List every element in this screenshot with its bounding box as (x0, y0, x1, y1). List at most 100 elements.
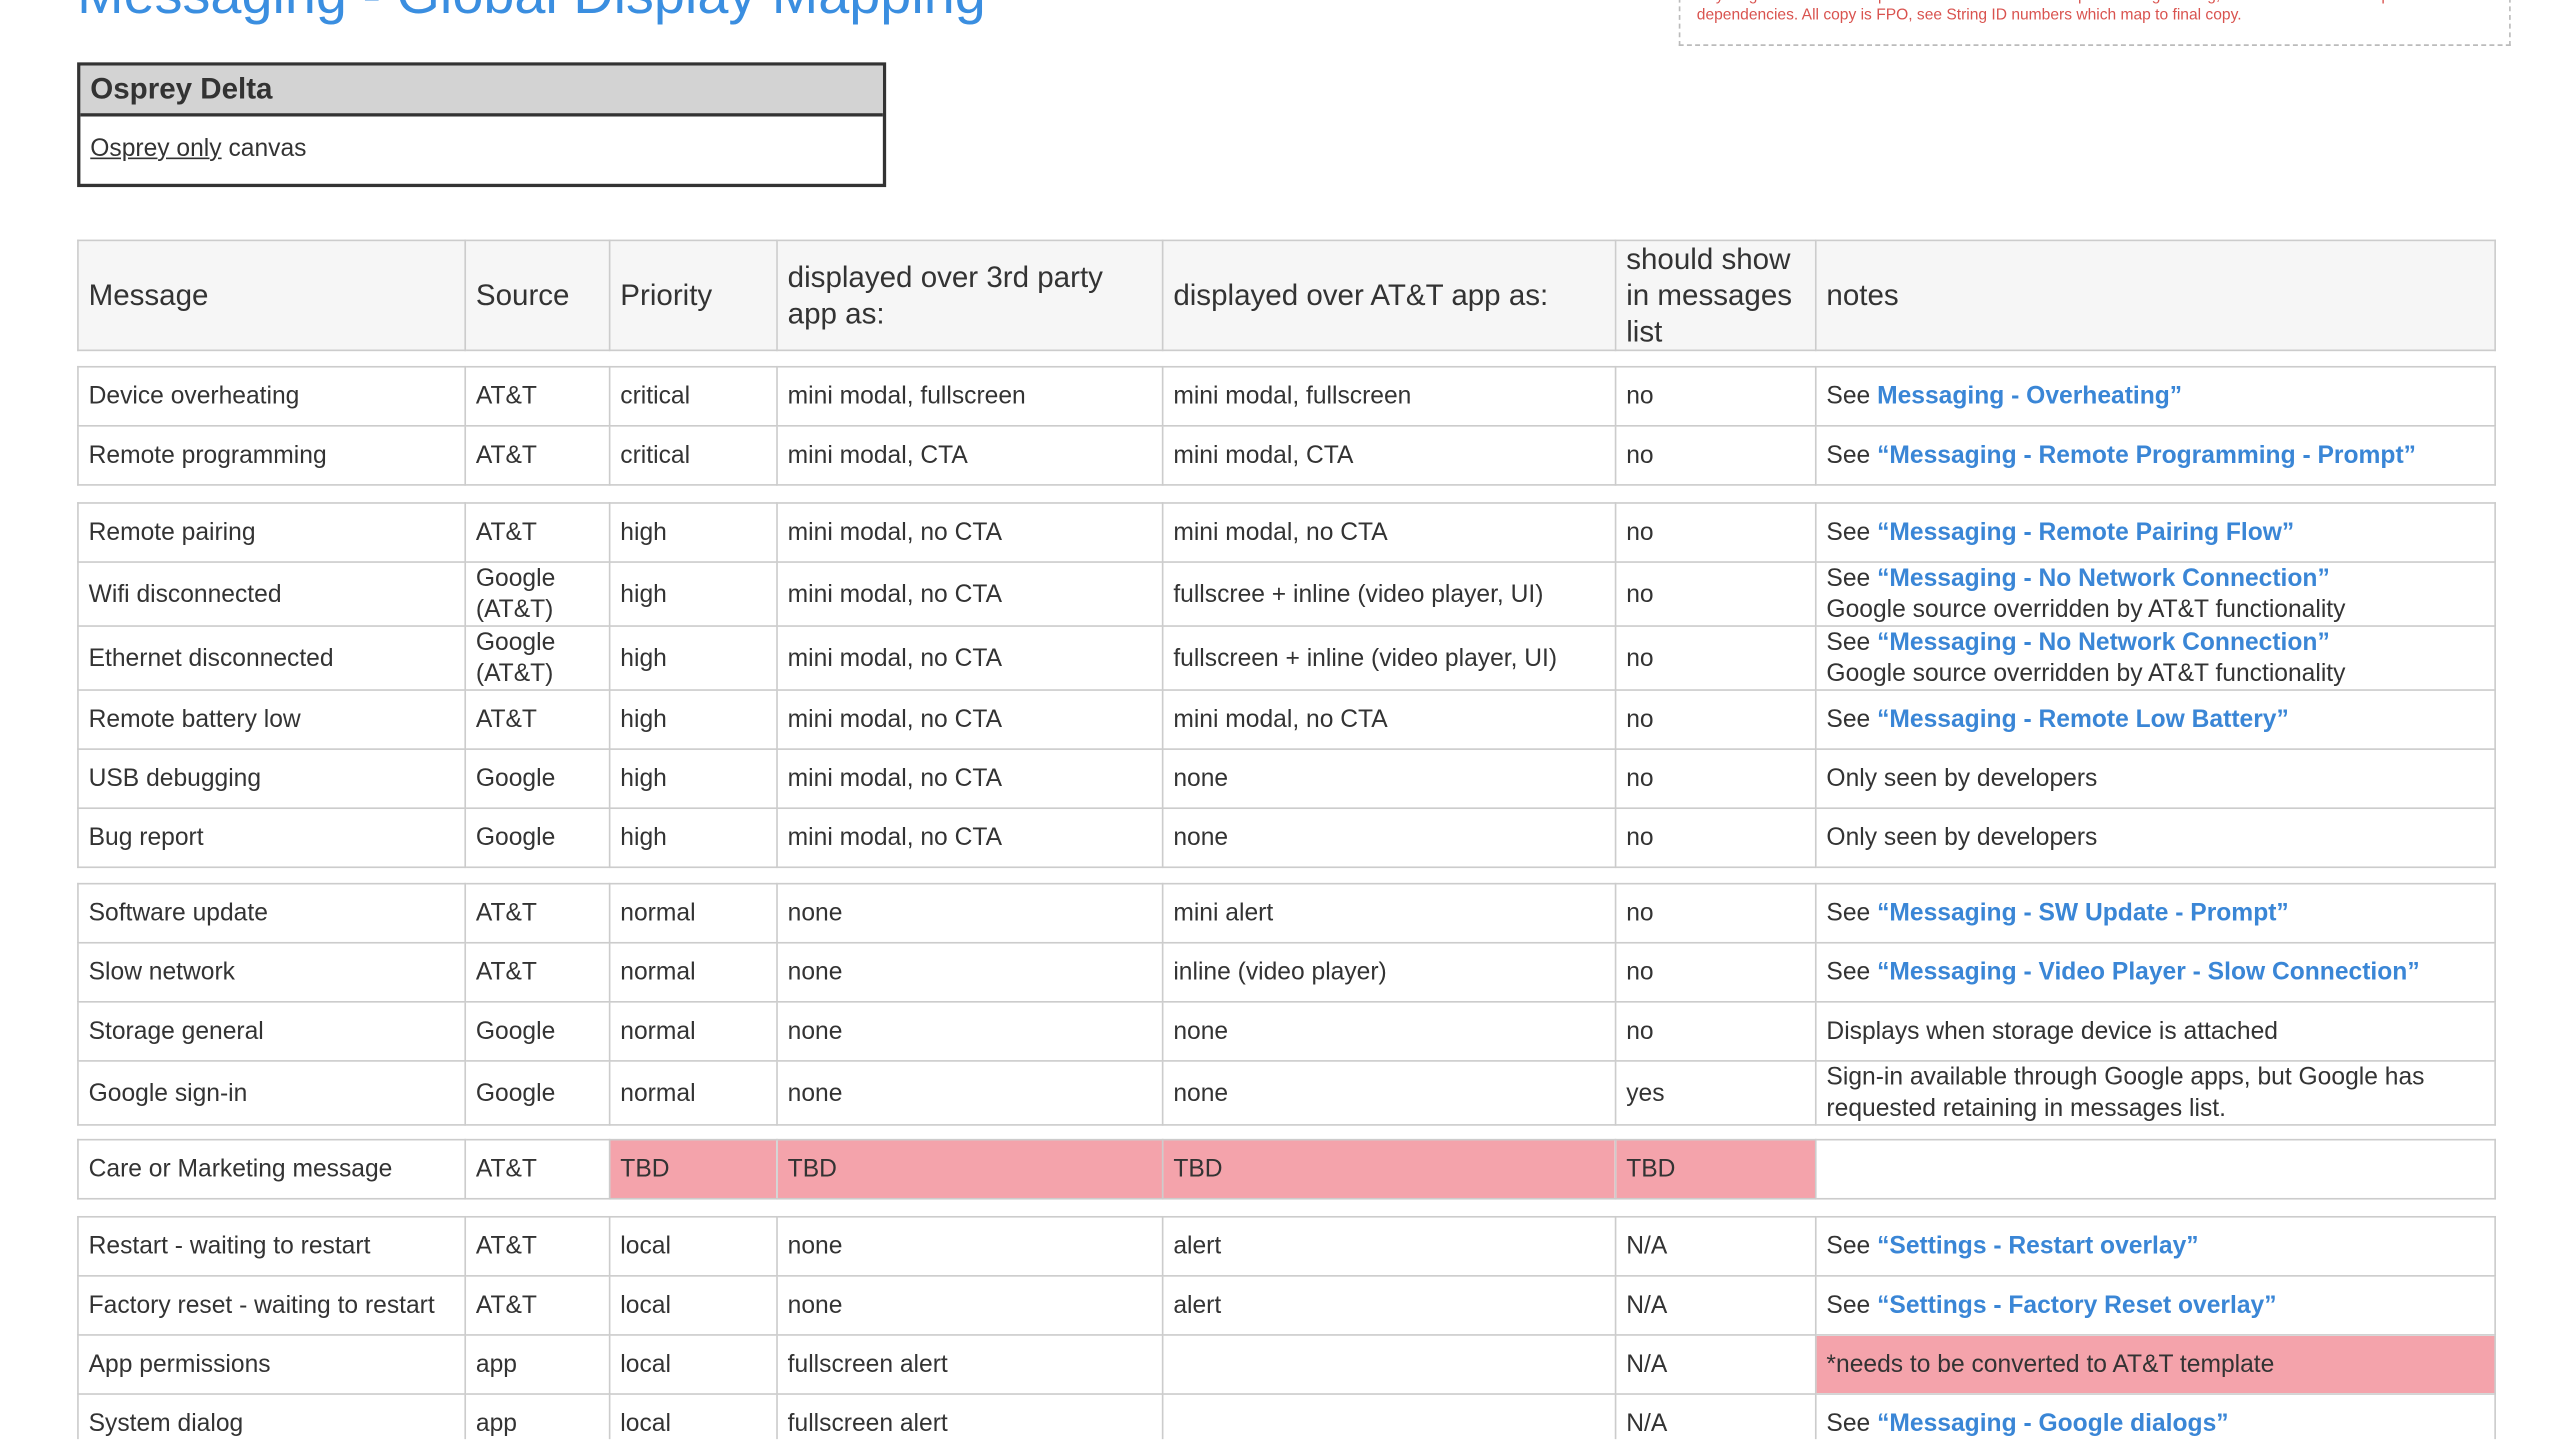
cell: high (608, 807, 778, 869)
cell: AT&T (464, 1138, 611, 1200)
note-prefix: See (1826, 518, 1871, 547)
cell: Factory reset - waiting to restart (77, 1275, 467, 1336)
cell (1161, 1334, 1617, 1395)
notes-cell: See “Settings - Factory Reset overlay” (1814, 1275, 2496, 1336)
note-link[interactable]: “Settings - Factory Reset overlay” (1877, 1291, 2277, 1320)
column-header: displayed over 3rd party app as: (776, 239, 1164, 352)
cell: N/A (1614, 1393, 1817, 1440)
note-prefix: See (1826, 899, 1871, 928)
cell: none (1161, 807, 1617, 869)
cell: yes (1614, 1060, 1817, 1126)
note-text: Displays when storage device is attached (1826, 1017, 2278, 1046)
cell: TBD (776, 1138, 1164, 1200)
table-row: Software update AT&T normal none mini alert n… (77, 882, 2496, 944)
delta-rest: canvas (228, 134, 307, 163)
notes-cell: See Messaging - Overheating” (1814, 365, 2496, 427)
cell: System dialog (77, 1393, 467, 1440)
cell: Remote pairing (77, 502, 467, 563)
table-row: Remote pairing AT&T high mini modal, no CTA… (77, 502, 2496, 563)
note-link[interactable]: “Messaging - Google dialogs” (1877, 1409, 2229, 1438)
cell: USB debugging (77, 748, 467, 810)
cell: AT&T (464, 365, 611, 427)
cell: critical (608, 425, 778, 486)
cell: Remote battery low (77, 689, 467, 750)
cell: app (464, 1334, 611, 1395)
cell: mini modal, no CTA (1161, 502, 1617, 563)
cell: high (608, 689, 778, 750)
notes-cell: See “Messaging - SW Update - Prompt” (1814, 882, 2496, 944)
delta-underlined: Osprey only (90, 134, 222, 163)
cell: Device overheating (77, 365, 467, 427)
cell: high (608, 625, 778, 691)
cell: Software update (77, 882, 467, 944)
column-header: displayed over AT&T app as: (1161, 239, 1617, 352)
note-link[interactable]: “Messaging - Video Player - Slow Connect… (1877, 958, 2420, 987)
cell: mini modal, CTA (1161, 425, 1617, 486)
cell: TBD (1161, 1138, 1617, 1200)
cell: mini modal, no CTA (1161, 689, 1617, 750)
table-row: Factory reset - waiting to restart AT&T lo… (77, 1275, 2496, 1336)
note-link[interactable]: “Settings - Restart overlay” (1877, 1232, 2199, 1261)
notes-cell: See “Messaging - Remote Programming - Pr… (1814, 425, 2496, 486)
cell: Google (464, 748, 611, 810)
cell: none (776, 1275, 1164, 1336)
cell: Care or Marketing message (77, 1138, 467, 1200)
cell: AT&T (464, 689, 611, 750)
cell: AT&T (464, 941, 611, 1003)
cell: fullscreen alert (776, 1334, 1164, 1395)
table-header: Message Source Priority displayed over 3rd … (77, 239, 2496, 352)
table-row: Device overheating AT&T critical mini modal… (77, 365, 2496, 427)
cell: Google sign-in (77, 1060, 467, 1126)
note-text: Only seen by developers (1826, 823, 2098, 852)
column-header: Priority (608, 239, 778, 352)
note-prefix: See (1826, 1409, 1871, 1438)
note-prefix: See (1826, 705, 1871, 734)
table-row: Wifi disconnected Google (AT&T) high mini m… (77, 561, 2496, 627)
note-line2: Google source overridden by AT&T functio… (1826, 595, 2346, 624)
cell: Slow network (77, 941, 467, 1003)
note-prefix: See (1826, 441, 1871, 470)
notes-cell: *needs to be converted to AT&T template (1814, 1334, 2496, 1395)
table-row: Restart - waiting to restart AT&T local non… (77, 1215, 2496, 1277)
column-header: Source (464, 239, 611, 352)
cell: TBD (608, 1138, 778, 1200)
cell: Google (464, 1001, 611, 1062)
header-row: Message Source Priority displayed over 3rd … (77, 239, 2496, 352)
note-text: *needs to be converted to AT&T template (1826, 1350, 2275, 1379)
note-link[interactable]: “Messaging - No Network Connection” (1877, 628, 2330, 657)
note-link[interactable]: “Messaging - Remote Low Battery” (1877, 705, 2289, 734)
cell: no (1614, 625, 1817, 691)
cell: alert (1161, 1215, 1617, 1277)
cell: App permissions (77, 1334, 467, 1395)
cell: no (1614, 425, 1817, 486)
cell: mini modal, fullscreen (776, 365, 1164, 427)
cell: alert (1161, 1275, 1617, 1336)
cell: mini modal, no CTA (776, 748, 1164, 810)
note-link[interactable]: “Messaging - SW Update - Prompt” (1877, 899, 2289, 928)
cell: normal (608, 1001, 778, 1062)
cell: none (1161, 748, 1617, 810)
cell: AT&T (464, 882, 611, 944)
cell: mini modal, no CTA (776, 561, 1164, 627)
cell: app (464, 1393, 611, 1440)
cell: normal (608, 1060, 778, 1126)
notes-cell: See “Messaging - Video Player - Slow Con… (1814, 941, 2496, 1003)
note-link[interactable]: “Messaging - Remote Programming - Prompt… (1877, 441, 2416, 470)
note-link[interactable]: Messaging - Overheating” (1877, 382, 2183, 411)
cell: fullscree + inline (video player, UI) (1161, 561, 1617, 627)
table-row: USB debugging Google high mini modal, no CT… (77, 748, 2496, 810)
cell: high (608, 748, 778, 810)
cell: none (776, 941, 1164, 1003)
cell: local (608, 1275, 778, 1336)
cell: none (1161, 1060, 1617, 1126)
cell: normal (608, 882, 778, 944)
cell: none (776, 1215, 1164, 1277)
row-group: Software update AT&T normal none mini alert n… (77, 882, 2496, 1126)
note-link[interactable]: “Messaging - No Network Connection” (1877, 564, 2330, 593)
cell: none (776, 1060, 1164, 1126)
note-line2: Google source overridden by AT&T functio… (1826, 659, 2346, 688)
note-link[interactable]: “Messaging - Remote Pairing Flow” (1877, 518, 2295, 547)
disclaimer: Anything noted in RED requires further d… (1678, 0, 2511, 46)
cell: inline (video player) (1161, 941, 1617, 1003)
